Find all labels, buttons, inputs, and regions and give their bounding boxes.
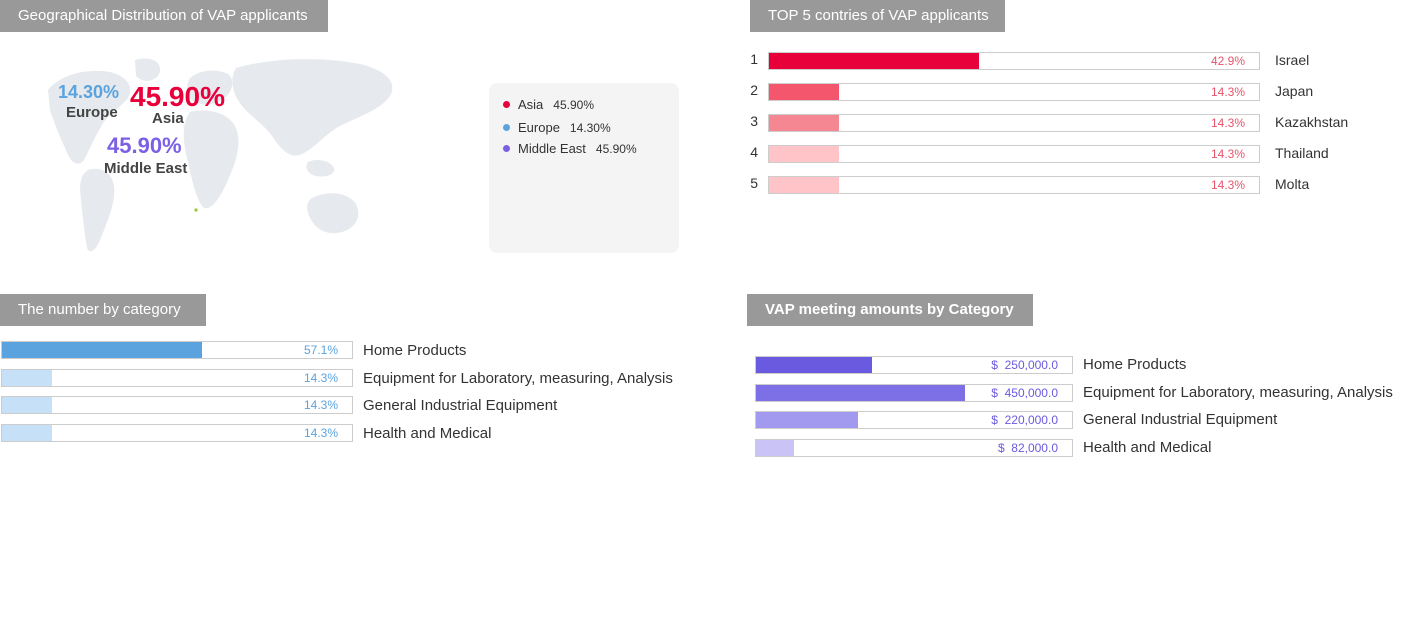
legend-value: 45.90% bbox=[553, 98, 594, 112]
bar-value-label: $ 220,000.0 bbox=[991, 413, 1058, 427]
region-label-europe: Europe bbox=[66, 104, 118, 121]
legend-value: 14.30% bbox=[569, 121, 611, 135]
meeting-amounts-panel-title: VAP meeting amounts by Category bbox=[747, 294, 1033, 326]
legend-name: Asia bbox=[518, 97, 544, 112]
bar-category-label: Equipment for Laboratory, measuring, Ana… bbox=[363, 369, 673, 387]
map-panel-title: Geographical Distribution of VAP applica… bbox=[0, 0, 328, 32]
bar-fill bbox=[2, 424, 53, 441]
bar-value-label: 42.9% bbox=[1210, 54, 1245, 68]
legend-value: 45.90% bbox=[595, 142, 637, 156]
region-label-middle-east: Middle East bbox=[104, 160, 188, 177]
bar-track: 42.9% bbox=[768, 52, 1260, 70]
region-label-asia-pct: 45.90% bbox=[130, 81, 225, 112]
bar-fill bbox=[756, 357, 873, 373]
bar-category-label: Home Products bbox=[363, 342, 467, 359]
bar-track: 14.3% bbox=[1, 368, 353, 387]
bar-rank: 4 bbox=[750, 144, 758, 160]
bar-category-label: Kazakhstan bbox=[1275, 114, 1349, 130]
category-count-panel-title: The number by category bbox=[0, 294, 206, 326]
bar-value-label: 14.3% bbox=[1210, 147, 1245, 161]
bar-value-label: 14.3% bbox=[1210, 116, 1245, 130]
bar-category-label: General Industrial Equipment bbox=[1083, 411, 1278, 428]
bar-value-label: $ 250,000.0 bbox=[991, 358, 1058, 372]
bar-rank: 5 bbox=[750, 175, 758, 191]
bar-track: 14.3% bbox=[768, 145, 1260, 163]
bar-rank: 2 bbox=[750, 82, 758, 98]
map-marker bbox=[194, 208, 198, 212]
legend-dot bbox=[503, 101, 510, 109]
bar-track: $ 250,000.0 bbox=[755, 356, 1073, 374]
bar-value-label: 57.1% bbox=[303, 343, 338, 357]
bar-category-label: Thailand bbox=[1275, 145, 1329, 161]
bar-fill bbox=[756, 412, 859, 428]
bar-fill bbox=[769, 84, 840, 100]
legend-name: Europe bbox=[518, 120, 560, 135]
region-label-asia: Asia bbox=[152, 110, 184, 127]
bar-fill bbox=[2, 397, 53, 413]
bar-category-label: Equipment for Laboratory, measuring, Ana… bbox=[1083, 383, 1393, 401]
bar-value-label: $ 82,000.0 bbox=[997, 440, 1058, 455]
bar-fill bbox=[756, 384, 966, 401]
top5-panel-title: TOP 5 contries of VAP applicants bbox=[750, 0, 1005, 32]
bar-track: $ 82,000.0 bbox=[755, 438, 1073, 457]
bar-track: 14.3% bbox=[768, 83, 1260, 101]
bar-rank: 1 bbox=[750, 51, 758, 67]
region-label-middle-east-pct: 45.90% bbox=[107, 133, 182, 158]
bar-track: 14.3% bbox=[768, 114, 1260, 132]
bar-value-label: 14.3% bbox=[1210, 85, 1245, 99]
legend-item-europe: Europe 14.30% bbox=[503, 120, 611, 135]
bar-value-label: 14.3% bbox=[303, 370, 338, 385]
bar-fill bbox=[756, 439, 795, 456]
world-map bbox=[48, 58, 393, 252]
bar-track: $ 220,000.0 bbox=[755, 411, 1073, 429]
bar-track: 57.1% bbox=[1, 341, 353, 359]
bar-value-label: 14.3% bbox=[303, 398, 338, 412]
bar-category-label: Home Products bbox=[1083, 356, 1187, 373]
legend-name: Middle East bbox=[518, 141, 586, 156]
bar-track: $ 450,000.0 bbox=[755, 383, 1073, 402]
map-legend: Asia 45.90% Europe 14.30% Middle East 45.90… bbox=[489, 83, 679, 253]
bar-category-label: General Industrial Equipment bbox=[363, 397, 558, 414]
bar-fill bbox=[769, 53, 980, 69]
legend-dot bbox=[503, 145, 510, 153]
bar-category-label: Health and Medical bbox=[363, 424, 492, 442]
bar-track: 14.3% bbox=[1, 423, 353, 442]
bar-fill bbox=[2, 369, 53, 386]
bar-track: 14.3% bbox=[1, 396, 353, 414]
bar-track: 14.3% bbox=[768, 176, 1260, 194]
bar-value-label: $ 450,000.0 bbox=[991, 385, 1058, 400]
bar-fill bbox=[2, 342, 202, 358]
bar-category-label: Japan bbox=[1275, 83, 1314, 99]
bar-category-label: Molta bbox=[1275, 176, 1310, 192]
bar-value-label: 14.3% bbox=[1210, 178, 1245, 192]
legend-dot bbox=[503, 124, 510, 132]
region-label-europe-pct: 14.30% bbox=[58, 82, 120, 102]
bar-fill bbox=[769, 177, 840, 193]
bar-fill bbox=[769, 115, 840, 131]
bar-value-label: 14.3% bbox=[303, 425, 338, 440]
bar-rank: 3 bbox=[750, 113, 758, 129]
bar-category-label: Health and Medical bbox=[1083, 438, 1212, 456]
bar-category-label: Israel bbox=[1275, 52, 1310, 68]
legend-item-middle-east: Middle East 45.90% bbox=[503, 141, 637, 156]
legend-item-asia: Asia 45.90% bbox=[503, 97, 594, 112]
bar-fill bbox=[769, 146, 840, 162]
